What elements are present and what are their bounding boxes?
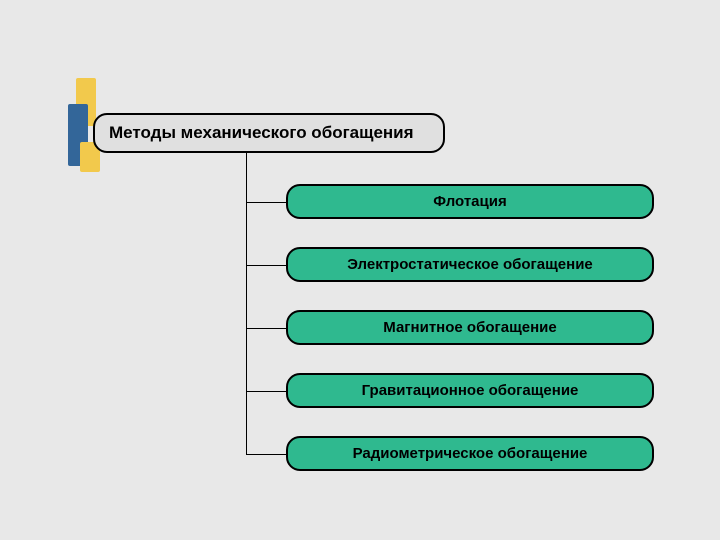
child-node-4: Радиометрическое обогащение xyxy=(286,436,654,471)
child-label-1: Электростатическое обогащение xyxy=(347,256,593,273)
child-label-0: Флотация xyxy=(433,193,506,210)
connector-stub-4 xyxy=(246,454,286,455)
connector-stub-2 xyxy=(246,328,286,329)
root-label: Методы механического обогащения xyxy=(109,123,414,143)
root-node: Методы механического обогащения xyxy=(93,113,445,153)
child-node-0: Флотация xyxy=(286,184,654,219)
connector-stub-0 xyxy=(246,202,286,203)
connector-stub-1 xyxy=(246,265,286,266)
child-label-3: Гравитационное обогащение xyxy=(362,382,579,399)
child-node-1: Электростатическое обогащение xyxy=(286,247,654,282)
child-label-2: Магнитное обогащение xyxy=(383,319,556,336)
child-label-4: Радиометрическое обогащение xyxy=(353,445,588,462)
child-node-2: Магнитное обогащение xyxy=(286,310,654,345)
connector-trunk xyxy=(246,153,247,454)
child-node-3: Гравитационное обогащение xyxy=(286,373,654,408)
connector-stub-3 xyxy=(246,391,286,392)
